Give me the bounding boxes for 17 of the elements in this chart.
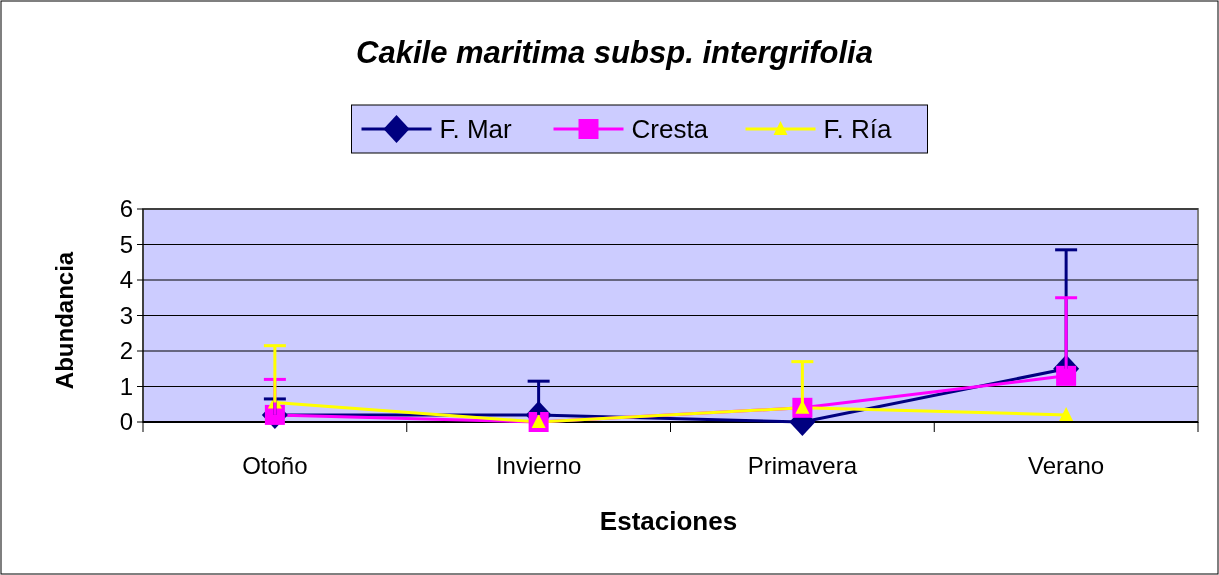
y-tick-label: 1 [119,372,133,400]
x-tick-label: Verano [1028,452,1105,479]
y-tick-label: 2 [119,337,133,365]
legend-label: F. Ría [823,114,892,145]
y-tick-label: 6 [119,195,133,223]
y-tick-label: 5 [119,230,133,258]
legend-label: F. Mar [439,114,513,145]
x-tick-label: Invierno [495,452,582,479]
y-tick-label: 4 [119,266,133,294]
y-axis-title: Abundancia [51,251,78,390]
x-tick-label: Otoño [242,452,308,479]
y-tick-label: 0 [119,408,133,436]
chart-title: Cakile maritima subsp. intergrifolia [356,35,873,70]
x-axis-title: Estaciones [599,506,738,536]
x-tick-label: Primavera [747,452,858,479]
y-tick-label: 3 [119,301,133,329]
legend-label: Cresta [631,114,709,145]
